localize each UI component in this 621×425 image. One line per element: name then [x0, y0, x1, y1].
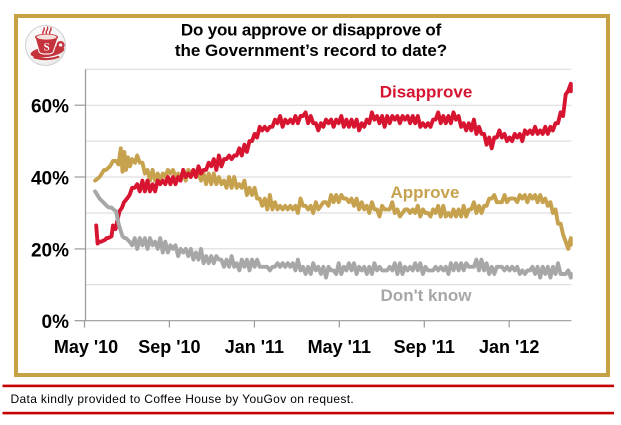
svg-text:Disapprove: Disapprove: [380, 83, 473, 102]
svg-text:0%: 0%: [42, 312, 70, 333]
svg-text:May '11: May '11: [308, 337, 371, 357]
svg-text:Data kindly provided to Coffee: Data kindly provided to Coffee House by …: [11, 392, 355, 406]
svg-text:60%: 60%: [31, 97, 69, 118]
svg-text:Jan '11: Jan '11: [225, 337, 284, 357]
svg-text:Jan '12: Jan '12: [479, 337, 539, 357]
svg-text:Do you approve or disapprove o: Do you approve or disapprove of: [181, 21, 442, 40]
svg-text:Sep '11: Sep '11: [394, 337, 455, 357]
svg-text:Approve: Approve: [391, 183, 460, 202]
svg-text:the Government’s record to dat: the Government’s record to date?: [175, 41, 447, 60]
svg-text:Don't know: Don't know: [381, 286, 473, 305]
svg-text:20%: 20%: [31, 240, 69, 261]
svg-text:May '10: May '10: [54, 337, 118, 357]
svg-text:40%: 40%: [31, 168, 69, 189]
svg-text:Sep '10: Sep '10: [138, 337, 200, 357]
